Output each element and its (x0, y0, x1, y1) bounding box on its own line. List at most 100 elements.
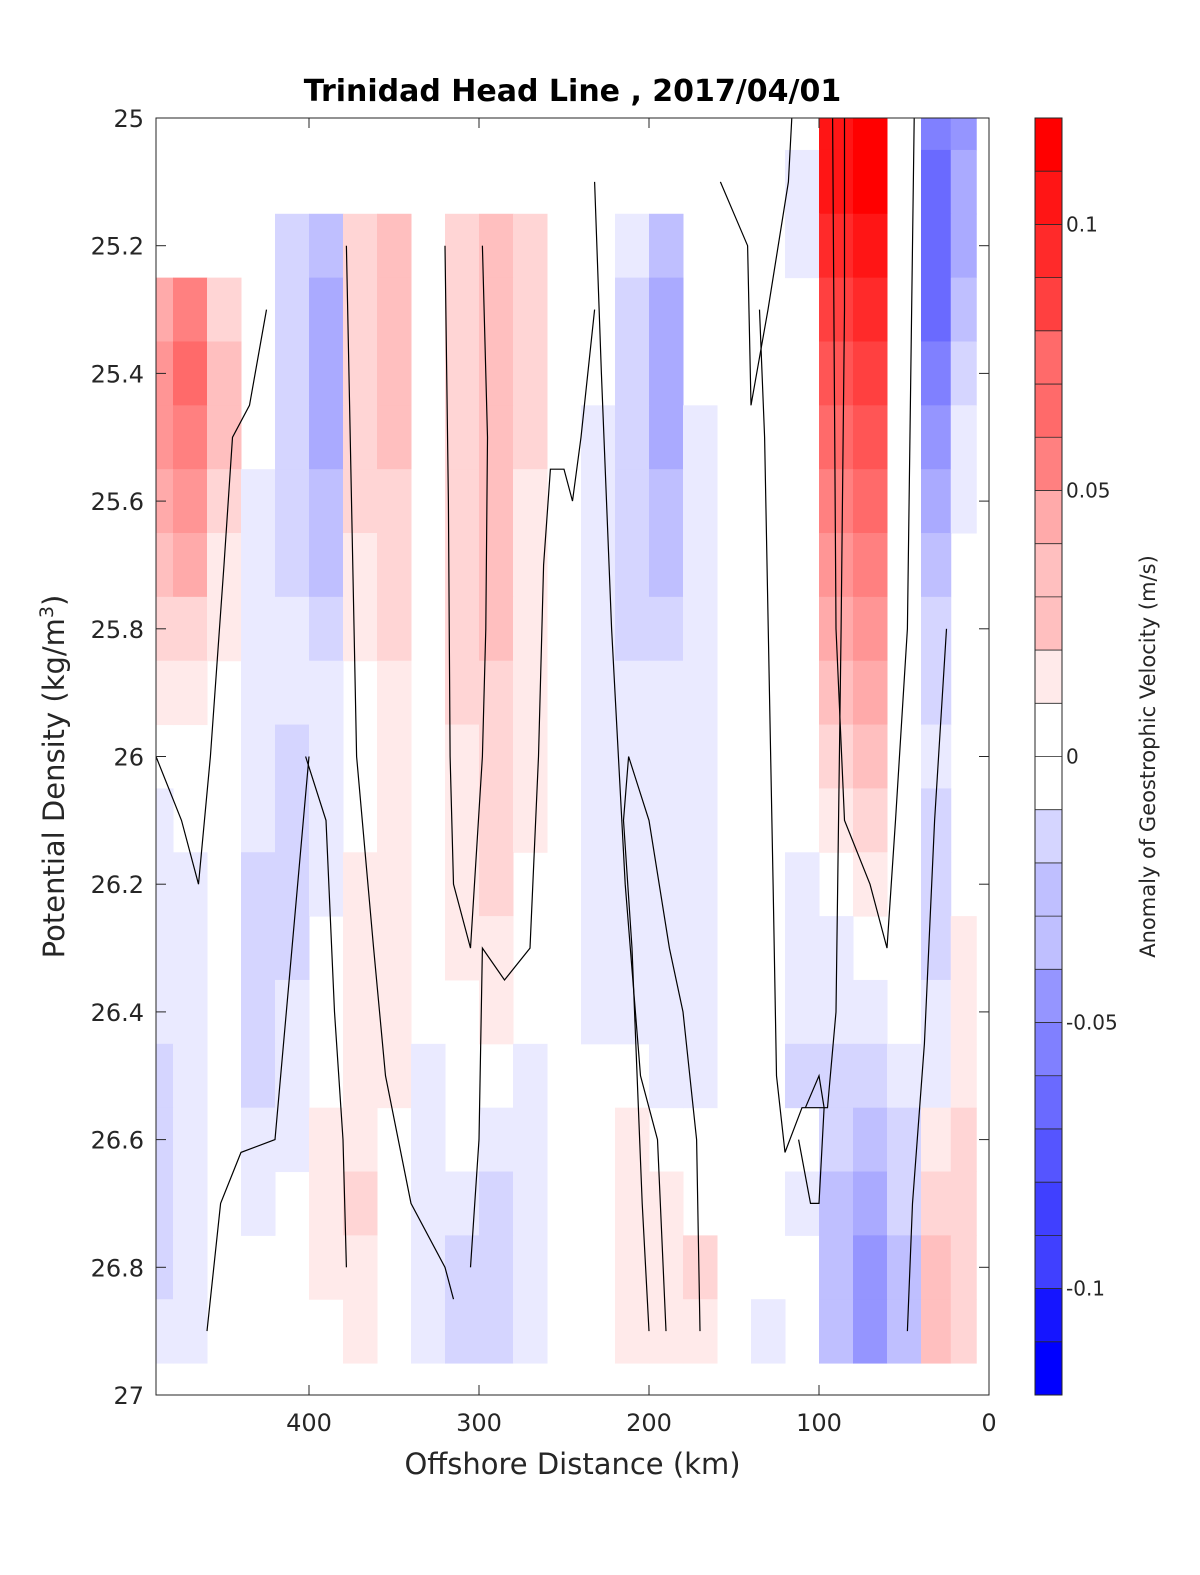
heatmap-cell (853, 596, 888, 662)
heatmap-cell (921, 277, 952, 342)
heatmap-cell (445, 341, 480, 406)
heatmap-cell (156, 1043, 174, 1109)
colorbar-segment (1035, 1341, 1062, 1396)
heatmap-cell (615, 1107, 650, 1173)
heatmap-cell (615, 596, 650, 662)
heatmap-cell (581, 469, 616, 534)
heatmap-cell (751, 1299, 786, 1364)
heatmap-cell (241, 596, 276, 662)
x-tick-label: 0 (981, 1409, 996, 1437)
heatmap-cell (411, 1171, 446, 1236)
heatmap-cell (513, 341, 548, 406)
heatmap-cell (275, 405, 310, 470)
heatmap-cell (377, 341, 412, 406)
heatmap-cell (207, 277, 242, 342)
colorbar-segment (1035, 596, 1062, 651)
velocity-anomaly-heatmap (156, 118, 977, 1364)
heatmap-cell (683, 660, 718, 726)
heatmap-cell (950, 916, 977, 981)
heatmap-cell (819, 1235, 854, 1300)
heatmap-cell (683, 1299, 718, 1364)
colorbar-tick-label: 0.1 (1066, 212, 1098, 236)
colorbar-segment (1035, 118, 1062, 172)
heatmap-cell (445, 469, 480, 534)
heatmap-cell (241, 788, 276, 853)
heatmap-cell (853, 1299, 888, 1364)
heatmap-cell (377, 724, 412, 789)
heatmap-cell (343, 1171, 378, 1236)
heatmap-cell (513, 1235, 548, 1300)
heatmap-cell (445, 277, 480, 342)
heatmap-cell (921, 118, 952, 151)
heatmap-cell (309, 596, 344, 662)
heatmap-cell (241, 979, 276, 1045)
heatmap-cell (819, 1299, 854, 1364)
heatmap-cell (853, 1235, 888, 1300)
heatmap-cell (921, 1299, 952, 1364)
heatmap-cell (445, 660, 480, 726)
heatmap-cell (785, 213, 820, 279)
heatmap-cell (950, 118, 977, 151)
heatmap-cell (377, 533, 412, 598)
heatmap-cell (887, 1235, 922, 1300)
heatmap-cell (921, 533, 952, 598)
heatmap-cell (649, 1235, 684, 1300)
heatmap-cell (785, 1043, 820, 1109)
heatmap-cell (581, 916, 616, 981)
heatmap-cell (649, 533, 684, 598)
heatmap-cell (819, 724, 854, 789)
heatmap-cell (683, 469, 718, 534)
heatmap-cell (649, 341, 684, 406)
colorbar-segment (1035, 1075, 1062, 1130)
heatmap-cell (275, 533, 310, 598)
heatmap-cell (241, 469, 276, 534)
heatmap-cell (173, 1299, 208, 1364)
heatmap-cell (309, 1235, 344, 1300)
heatmap-cell (207, 405, 242, 470)
heatmap-cell (207, 341, 242, 406)
heatmap-cell (173, 852, 208, 917)
y-tick-label: 25.8 (91, 616, 144, 644)
heatmap-cell (275, 979, 310, 1045)
colorbar-segment (1035, 916, 1062, 970)
heatmap-cell (581, 596, 616, 662)
heatmap-cell (156, 533, 174, 598)
colorbar-segment (1035, 277, 1062, 332)
heatmap-cell (853, 979, 888, 1045)
heatmap-cell (853, 341, 888, 406)
heatmap-cell (581, 852, 616, 917)
heatmap-cell (343, 979, 378, 1045)
heatmap-cell (649, 660, 684, 726)
heatmap-cell (921, 341, 952, 406)
heatmap-cell (887, 1299, 922, 1364)
heatmap-cell (819, 1107, 854, 1173)
heatmap-cell (479, 916, 514, 981)
heatmap-cell (649, 788, 684, 853)
colorbar-frame (1034, 117, 1063, 1396)
y-tick-label: 27 (113, 1382, 144, 1410)
colorbar-segment (1035, 224, 1062, 279)
zero-contour-line (906, 628, 948, 1332)
colorbar-segment (1035, 703, 1062, 757)
x-tick-label: 400 (286, 1409, 332, 1437)
heatmap-cell (173, 1043, 208, 1109)
heatmap-cell (173, 277, 208, 342)
heatmap-cell (479, 405, 514, 470)
zero-contour-line (831, 117, 915, 949)
colorbar-segment (1035, 862, 1062, 917)
heatmap-cell (853, 118, 888, 151)
axes: 400 300 200 100 0 25 25.2 25.4 25.6 25.8 26 26.2 26.… (91, 105, 997, 1437)
heatmap-cell (445, 213, 480, 279)
heatmap-cell (445, 852, 480, 917)
heatmap-cell (156, 660, 174, 726)
y-tick-label: 26.4 (91, 999, 144, 1027)
heatmap-cell (819, 1043, 854, 1109)
chart-title: Trinidad Head Line , 2017/04/01 (304, 74, 841, 109)
heatmap-cell (309, 724, 344, 789)
heatmap-cell (479, 469, 514, 534)
heatmap-cell (615, 660, 650, 726)
heatmap-cell (173, 979, 208, 1045)
heatmap-cell (309, 277, 344, 342)
heatmap-cell (853, 277, 888, 342)
heatmap-cell (649, 277, 684, 342)
